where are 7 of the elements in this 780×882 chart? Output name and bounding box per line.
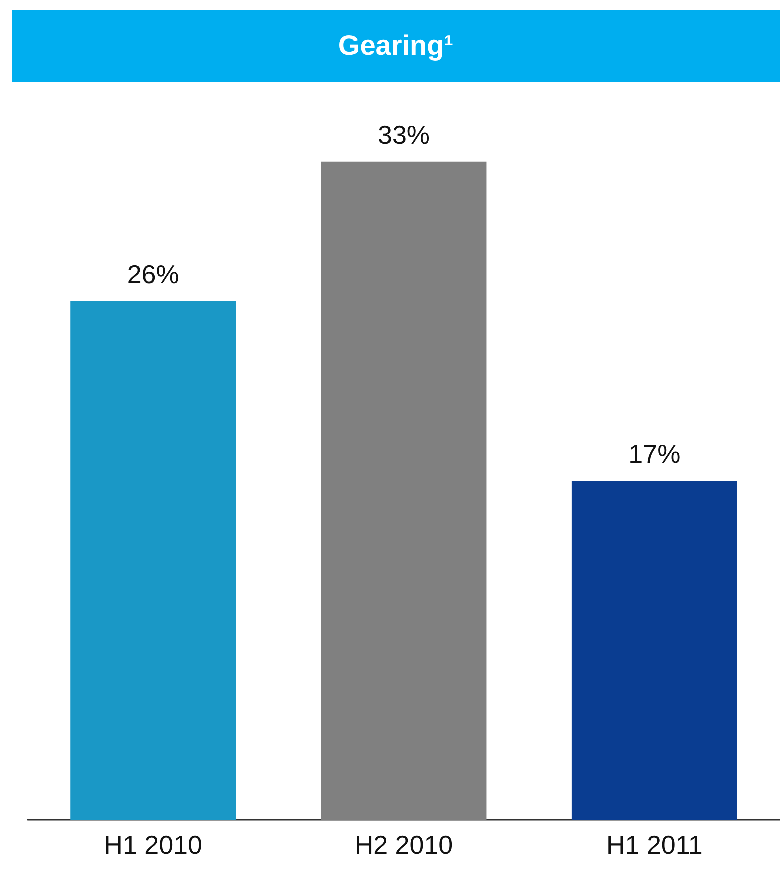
data-label: 17% — [628, 438, 681, 469]
chart-title: Gearing¹ — [12, 10, 780, 82]
x-tick-label: H2 2010 — [354, 830, 454, 860]
data-label: 26% — [127, 259, 180, 290]
x-tick-label: H1 2011 — [606, 830, 703, 860]
data-label: 33% — [378, 120, 430, 150]
x-tick-label: H1 2010 — [104, 830, 202, 860]
